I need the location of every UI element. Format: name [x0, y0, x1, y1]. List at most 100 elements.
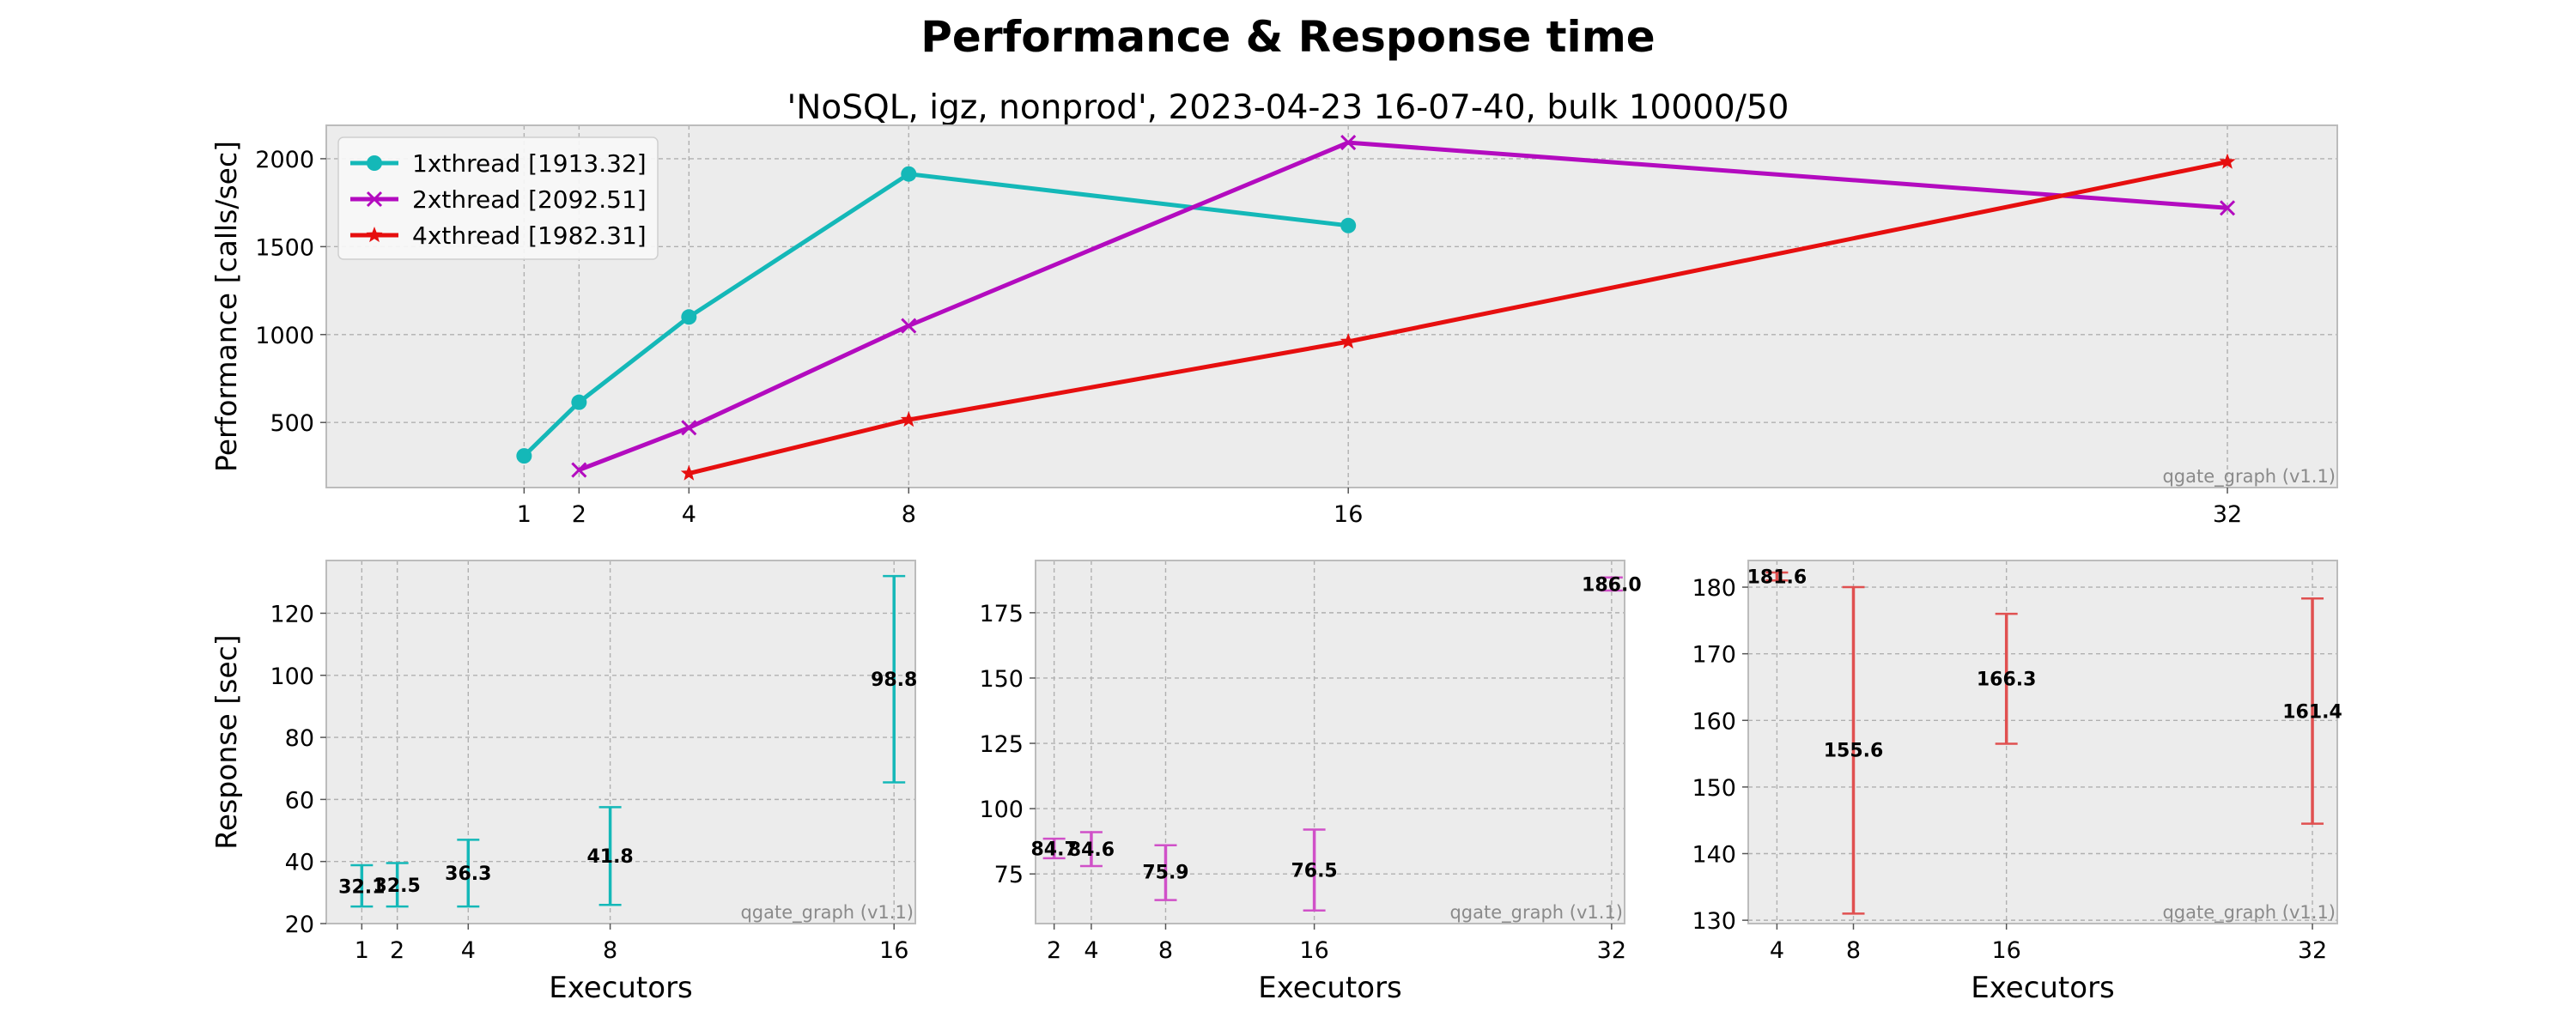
plot-background	[1748, 560, 2337, 924]
data-label: 84.6	[1068, 839, 1115, 861]
data-point-1	[1340, 217, 1357, 233]
data-label: 161.4	[2282, 701, 2342, 723]
data-label: 32.1	[338, 876, 385, 898]
x-tick-label: 4	[682, 501, 696, 528]
data-point-2	[901, 318, 917, 334]
x-tick-label: 2	[1047, 937, 1061, 964]
x-tick-label: 2	[390, 937, 404, 964]
y-tick-label: 100	[270, 663, 314, 690]
legend-marker	[367, 155, 382, 171]
data-label: 98.8	[871, 670, 917, 691]
legend-label: 1xthread [1913.32]	[412, 149, 647, 178]
y-tick-label: 140	[1692, 842, 1736, 869]
data-label: 41.8	[586, 846, 633, 868]
y-tick-label: 150	[1692, 775, 1736, 802]
x-tick-label: 16	[1992, 937, 2021, 964]
x-axis-label: Executors	[549, 971, 693, 1005]
legend-label: 4xthread [1982.31]	[412, 221, 647, 250]
y-tick-label: 60	[285, 787, 314, 814]
plot-background	[1036, 560, 1625, 924]
data-point-2	[2219, 200, 2236, 216]
data-label: 155.6	[1824, 740, 1884, 761]
plot-frame	[1035, 560, 1625, 924]
plot-background	[326, 125, 2337, 488]
y-tick-label: 150	[979, 666, 1024, 693]
x-tick-label: 16	[1299, 937, 1328, 964]
data-point-2	[1340, 135, 1357, 151]
data-label: 181.6	[1747, 567, 1807, 589]
x-tick-label: 8	[902, 501, 916, 528]
x-tick-label: 32	[1597, 937, 1626, 964]
x-tick-label: 8	[1846, 937, 1861, 964]
y-tick-label: 1500	[255, 234, 314, 261]
x-tick-label: 1	[517, 501, 532, 528]
x-tick-label: 8	[1158, 937, 1173, 964]
watermark-label: qgate_graph (v1.1)	[2162, 466, 2336, 488]
y-tick-label: 40	[285, 850, 314, 876]
figure-subtitle: 'NoSQL, igz, nonprod', 2023-04-23 16-07-…	[787, 88, 1789, 127]
data-point-1	[516, 448, 532, 464]
x-tick-label: 16	[1334, 501, 1363, 528]
data-point-2	[681, 420, 697, 436]
data-label: 76.5	[1291, 861, 1337, 882]
data-point-3	[900, 411, 917, 427]
x-tick-label: 8	[603, 937, 617, 964]
y-tick-label: 1000	[255, 323, 314, 349]
y-tick-label: 20	[285, 912, 314, 938]
data-label: 32.5	[374, 876, 421, 897]
plot-frame	[1747, 560, 2338, 924]
y-tick-label: 130	[1692, 908, 1736, 935]
data-label: 186.0	[1582, 574, 1642, 596]
y-tick-label: 100	[979, 797, 1024, 823]
y-tick-label: 75	[994, 862, 1024, 888]
y-tick-label: 175	[979, 601, 1024, 627]
legend: 1xthread [1913.32] 2xthread [2092.51] 4xth…	[337, 136, 659, 260]
plot-background	[326, 560, 915, 924]
legend-marker	[366, 191, 383, 208]
x-axis-label: Executors	[1971, 971, 2115, 1005]
plot-frame	[325, 560, 916, 924]
watermark-label: qgate_graph (v1.1)	[1449, 902, 1623, 924]
data-point-3	[2219, 153, 2236, 169]
y-tick-label: 125	[979, 731, 1024, 758]
watermark-label: qgate_graph (v1.1)	[2162, 902, 2336, 924]
x-tick-label: 4	[1770, 937, 1784, 964]
data-point-3	[1340, 333, 1357, 349]
x-tick-label: 1	[355, 937, 369, 964]
x-tick-label: 4	[461, 937, 476, 964]
x-tick-label: 4	[1084, 937, 1098, 964]
watermark-label: qgate_graph (v1.1)	[740, 902, 914, 924]
x-tick-label: 2	[572, 501, 586, 528]
y-tick-label: 180	[1692, 575, 1736, 602]
data-point-1	[571, 394, 587, 410]
figure-title: Performance & Response time	[920, 12, 1655, 62]
x-tick-label: 32	[2213, 501, 2242, 528]
data-label: 84.7	[1030, 839, 1077, 861]
x-tick-label: 16	[879, 937, 908, 964]
legend-marker	[366, 227, 383, 243]
y-tick-label: 80	[285, 725, 314, 752]
data-label: 166.3	[1977, 669, 2037, 690]
plot-frame	[325, 124, 2338, 488]
chart-response-1xthread: 1 2 4 8 16 20 40 60 80 100 120 Executors Response [s…	[210, 560, 917, 1005]
legend-label: 2xthread [2092.51]	[412, 185, 647, 214]
data-point-1	[901, 166, 917, 182]
x-tick-label: 32	[2298, 937, 2327, 964]
chart-response-4xthread: 4 8 16 32 130 140 150 160 170 180 Executors qgate_g…	[1692, 560, 2342, 1005]
data-label: 36.3	[445, 863, 491, 885]
y-tick-label: 170	[1692, 642, 1736, 669]
series-line-3	[688, 160, 2228, 476]
y-axis-label: Performance [calls/sec]	[210, 141, 243, 472]
data-label: 75.9	[1142, 862, 1188, 883]
y-tick-label: 120	[270, 601, 314, 627]
data-point-2	[571, 462, 587, 478]
chart-response-2xthread: 2 4 8 16 32 75 100 125 150 175 Executors qgate_grap…	[979, 560, 1642, 1005]
y-tick-label: 160	[1692, 708, 1736, 735]
y-tick-label: 500	[270, 410, 314, 437]
legend-box	[337, 136, 659, 260]
y-tick-label: 2000	[255, 147, 314, 173]
x-axis-label: Executors	[1258, 971, 1402, 1005]
data-point-3	[680, 464, 697, 481]
